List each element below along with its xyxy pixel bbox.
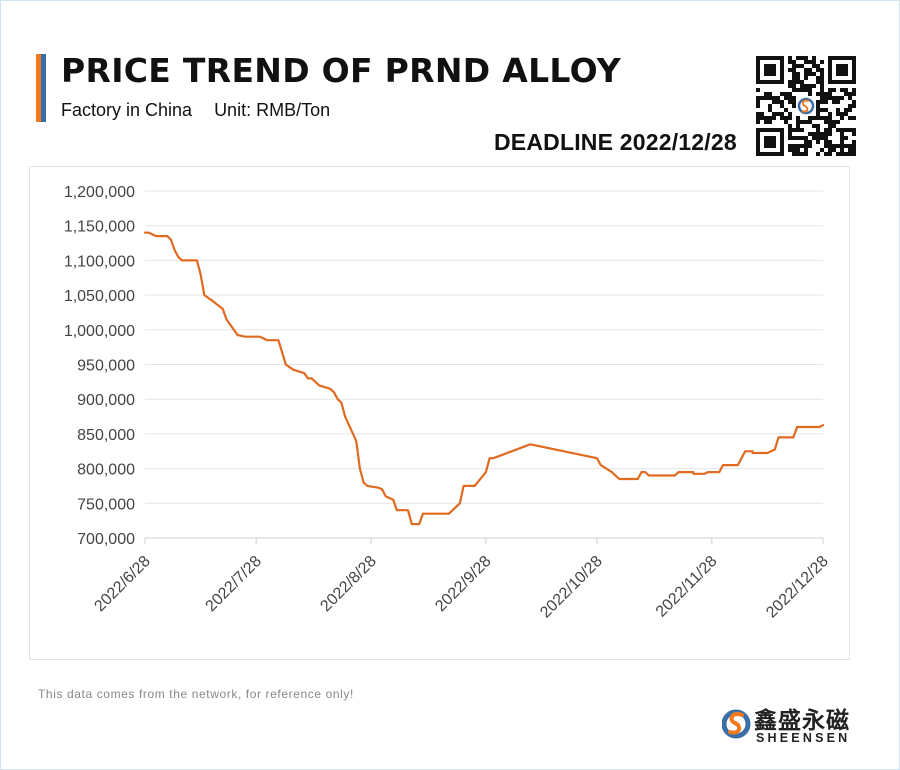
- chart-subtitle: Factory in China Unit: RMB/Ton: [61, 100, 330, 121]
- x-tick-label: 2022/12/28: [763, 553, 832, 622]
- sheensen-logo-icon: [722, 709, 751, 739]
- y-tick-label: 800,000: [77, 462, 135, 479]
- price-line-chart: 700,000 750,000 800,000 850,000 900,000 950,0…: [64, 184, 832, 622]
- y-tick-label: 1,200,000: [64, 184, 135, 201]
- title-accent-bar: [36, 54, 46, 122]
- y-tick-label: 1,100,000: [64, 253, 135, 270]
- deadline-label: DEADLINE 2022/12/28: [494, 129, 737, 155]
- brand-name-cn: 鑫盛永磁: [754, 707, 850, 733]
- x-tick-label: 2022/9/28: [432, 553, 494, 615]
- x-tick-label: 2022/10/28: [537, 553, 606, 622]
- y-tick-label: 1,000,000: [64, 323, 135, 340]
- x-tick-label: 2022/6/28: [91, 553, 153, 615]
- disclaimer-note: This data comes from the network, for re…: [38, 687, 354, 701]
- qr-code-icon[interactable]: [756, 56, 856, 156]
- y-tick-label: 950,000: [77, 358, 135, 375]
- y-tick-label: 900,000: [77, 392, 135, 409]
- chart-panel: 700,000 750,000 800,000 850,000 900,000 950,0…: [29, 166, 850, 660]
- y-tick-label: 700,000: [77, 531, 135, 548]
- y-tick-label: 750,000: [77, 496, 135, 513]
- chart-title: PRICE TREND OF PRND ALLOY: [61, 51, 621, 90]
- x-tick-label: 2022/7/28: [203, 553, 265, 615]
- factory-label: Factory in China: [61, 100, 193, 120]
- y-tick-label: 1,150,000: [64, 219, 135, 236]
- x-tick-label: 2022/11/28: [653, 553, 721, 621]
- y-tick-label: 850,000: [77, 427, 135, 444]
- x-tick-label: 2022/8/28: [317, 553, 379, 615]
- y-tick-label: 1,050,000: [64, 288, 135, 305]
- unit-label: Unit: RMB/Ton: [214, 100, 331, 120]
- brand-name-en: SHEENSEN: [756, 731, 851, 745]
- price-series-line: [143, 231, 825, 526]
